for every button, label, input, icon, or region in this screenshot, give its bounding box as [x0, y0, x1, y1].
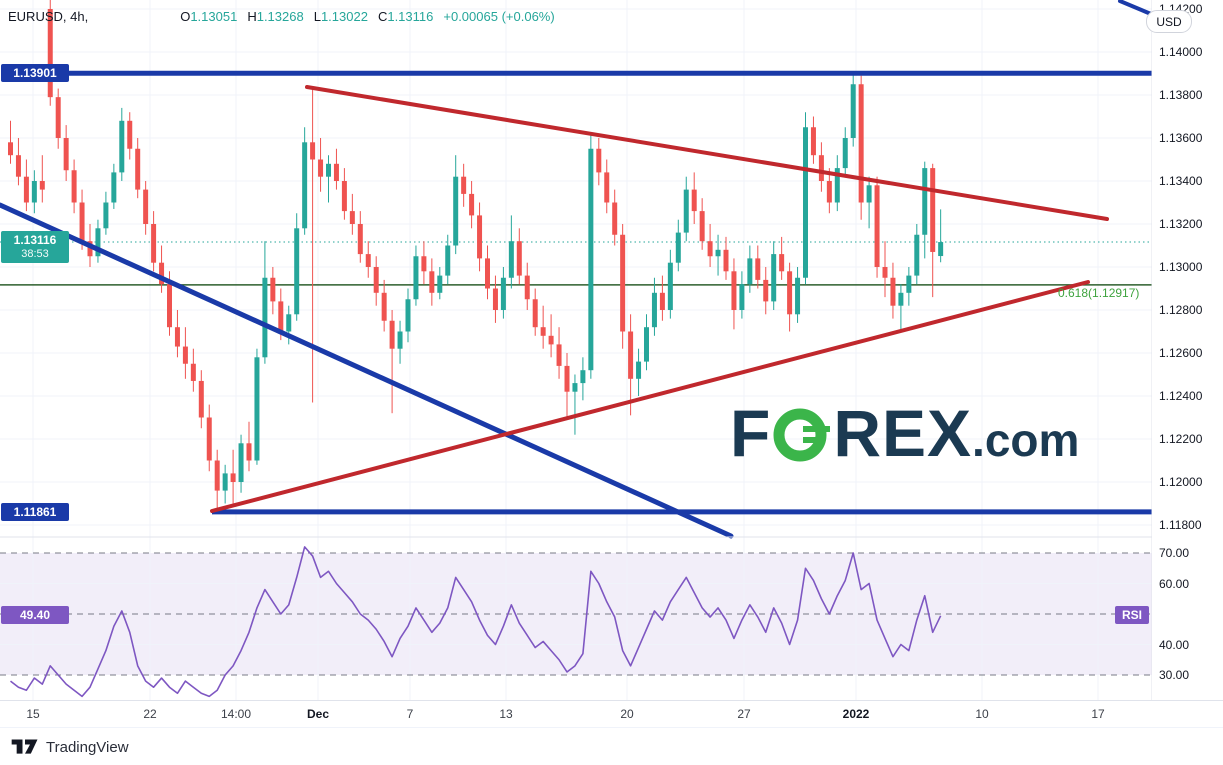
rsi-axis-label: 30.00 [1159, 668, 1190, 682]
time-axis-label: 13 [499, 707, 513, 721]
high-value: H1.13268 [247, 9, 304, 24]
rsi-axis-label: 40.00 [1159, 637, 1190, 652]
time-axis-label: 10 [975, 707, 989, 721]
price-axis-label: 1.12200 [1159, 432, 1203, 446]
time-axis-label: 15 [26, 707, 40, 721]
resistance-price-badge: 1.13901 [1, 64, 69, 82]
price-axis-label: 1.13600 [1159, 131, 1203, 145]
time-axis-label: 27 [737, 707, 751, 721]
rsi-indicator-label: RSI [1115, 606, 1149, 624]
ohlc-values: O1.13051 H1.13268 L1.13022 C1.13116 +0.0… [180, 9, 554, 24]
price-axis-label: 1.12600 [1159, 346, 1203, 360]
rsi-axis-label: 70.00 [1159, 546, 1190, 560]
support-price-badge: 1.11861 [1, 503, 69, 521]
price-axis-label: 1.11800 [1159, 518, 1202, 532]
fib-level-label: 0.618(1.12917) [1058, 285, 1140, 300]
current-price-value: 1.13116 [13, 233, 57, 247]
symbol-title: EURUSD, 4h, [8, 9, 89, 24]
current-price-badge: 1.13116 38:53 [1, 231, 69, 263]
bar-countdown: 38:53 [21, 248, 49, 260]
time-axis-label: 14:00 [220, 707, 252, 721]
currency-toggle-button[interactable]: USD [1146, 10, 1192, 33]
time-axis-label: 2022 [842, 707, 870, 721]
price-axis-label: 1.14000 [1159, 45, 1203, 59]
price-axis-label: 1.12400 [1159, 389, 1203, 403]
tradingview-logo-icon[interactable] [10, 737, 40, 757]
forex-com-watermark: F REX .com [730, 400, 1079, 466]
price-axis-label: 1.12800 [1159, 303, 1203, 317]
time-axis-label: 17 [1091, 707, 1105, 721]
price-axis-label: 1.13400 [1159, 174, 1203, 188]
time-axis-label: 7 [406, 707, 414, 721]
forex-o-euro-icon [773, 408, 831, 462]
price-axis-label: 1.12000 [1159, 475, 1203, 489]
time-axis[interactable]: 15 22 14:00 Dec 7 13 20 27 2022 10 17 [0, 700, 1223, 728]
price-axis-label: 1.13800 [1159, 88, 1203, 102]
watermark-f: F [730, 396, 772, 470]
open-value: O1.13051 [180, 9, 238, 24]
change-value: +0.00065 (+0.06%) [443, 9, 555, 24]
symbol-legend: EURUSD, 4h, O1.13051 H1.13268 L1.13022 C… [8, 9, 555, 24]
time-axis-label: 22 [143, 707, 157, 721]
rsi-value-badge: 49.40 [1, 606, 69, 624]
price-axis[interactable]: 1.14200 1.14000 1.13800 1.13600 1.13400 1.132… [1152, 0, 1223, 727]
tradingview-brand-link[interactable]: TradingView [46, 738, 129, 756]
price-axis-label: 1.13000 [1159, 260, 1203, 274]
watermark-dotcom: .com [972, 414, 1080, 466]
rsi-axis-label: 60.00 [1159, 576, 1190, 591]
low-value: L1.13022 [313, 9, 368, 24]
footer-bar: TradingView [0, 727, 1223, 765]
time-axis-label: 20 [620, 707, 634, 721]
close-value: C1.13116 [377, 9, 434, 24]
price-axis-label: 1.13200 [1159, 217, 1203, 231]
watermark-rex: REX [833, 396, 973, 470]
time-axis-label: Dec [306, 707, 330, 721]
